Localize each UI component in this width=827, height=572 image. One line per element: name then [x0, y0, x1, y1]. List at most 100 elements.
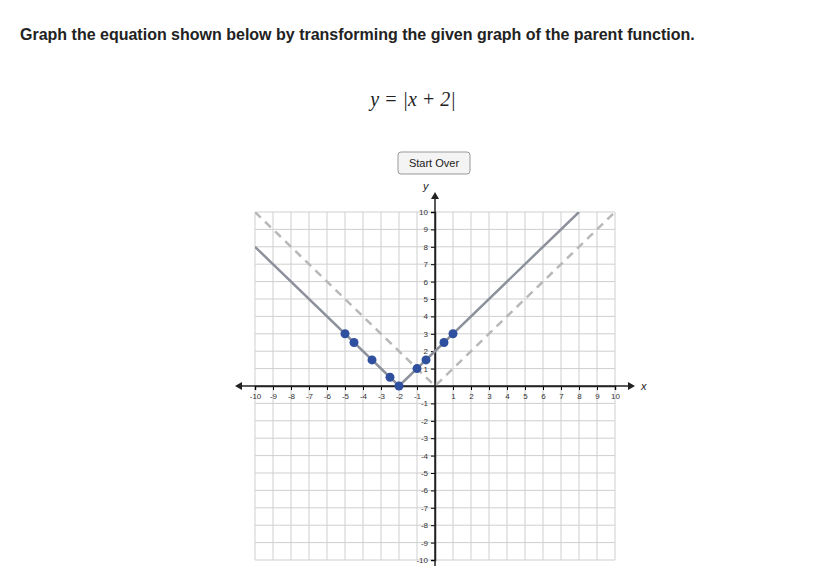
- x-tick: -9: [270, 386, 278, 401]
- x-tick-label: -2: [396, 392, 404, 401]
- y-tick-label: -3: [421, 434, 429, 443]
- y-tick-label: -8: [421, 521, 429, 530]
- x-tick-label: 2: [469, 392, 474, 401]
- title: Graph the equation shown below by transf…: [20, 26, 695, 43]
- y-tick-label: -9: [421, 539, 429, 548]
- y-tick-label: -1: [421, 399, 429, 408]
- y-tick-label: -10: [416, 556, 428, 565]
- x-tick-label: -7: [306, 392, 314, 401]
- x-tick: 2: [469, 386, 474, 401]
- x-tick-label: 9: [595, 392, 600, 401]
- graph-point[interactable]: [413, 364, 422, 373]
- axis-arrows: [235, 192, 635, 566]
- x-tick-label: 10: [611, 392, 620, 401]
- y-arrow: [431, 192, 439, 199]
- x-tick: 9: [595, 386, 600, 401]
- graph-point[interactable]: [422, 355, 431, 364]
- y-tick: -7: [421, 504, 435, 513]
- x-tick-label: -4: [360, 392, 368, 401]
- y-tick: 4: [424, 312, 435, 321]
- y-tick: -5: [421, 469, 435, 478]
- y-tick-label: -2: [421, 417, 429, 426]
- y-tick: -1: [421, 399, 435, 408]
- marks: [255, 212, 615, 391]
- y-tick: -4: [421, 452, 435, 461]
- x-tick: 1: [451, 386, 456, 401]
- x-tick-label: 7: [559, 392, 564, 401]
- y-tick: 8: [424, 243, 435, 252]
- y-tick-label: 4: [424, 312, 429, 321]
- y-axis-title: y: [422, 180, 430, 192]
- parent-graph: [255, 212, 615, 386]
- y-tick-label: 2: [424, 347, 429, 356]
- start-over-button[interactable]: Start Over: [398, 152, 470, 174]
- x-arrow: [235, 382, 242, 390]
- graph-point[interactable]: [386, 373, 395, 382]
- x-tick: -6: [324, 386, 332, 401]
- y-tick-label: -5: [421, 469, 429, 478]
- x-tick: -5: [342, 386, 350, 401]
- y-tick-label: 6: [424, 278, 429, 287]
- y-tick: -6: [421, 486, 435, 495]
- y-tick-label: -7: [421, 504, 429, 513]
- graph-point[interactable]: [350, 338, 359, 347]
- y-tick-label: -4: [421, 452, 429, 461]
- y-tick: -2: [421, 417, 435, 426]
- y-tick-label: 9: [424, 225, 429, 234]
- x-tick: -10: [250, 386, 262, 401]
- graph-point[interactable]: [440, 338, 449, 347]
- y-tick: 9: [424, 225, 435, 234]
- x-tick: -3: [378, 386, 386, 401]
- x-tick: -4: [360, 386, 368, 401]
- x-tick-label: -6: [324, 392, 332, 401]
- x-tick: -8: [288, 386, 296, 401]
- graph-point[interactable]: [368, 355, 377, 364]
- x-tick: -7: [306, 386, 314, 401]
- x-tick: 7: [559, 386, 564, 401]
- graph-point[interactable]: [395, 382, 404, 391]
- y-tick: 6: [424, 278, 435, 287]
- y-arrow-line: [434, 198, 436, 566]
- y-tick-label: 10: [419, 208, 428, 217]
- x-tick: 3: [487, 386, 492, 401]
- x-tick: 10: [611, 386, 620, 401]
- x-tick: 5: [523, 386, 528, 401]
- x-tick-label: -3: [378, 392, 386, 401]
- x-tick-label: -9: [270, 392, 278, 401]
- graph-point[interactable]: [341, 329, 350, 338]
- y-tick: 1: [424, 365, 435, 374]
- x-tick: 4: [505, 386, 510, 401]
- x-tick-label: -10: [250, 392, 262, 401]
- y-tick: 5: [424, 295, 435, 304]
- y-tick: 3: [424, 330, 435, 339]
- y-tick: -8: [421, 521, 435, 530]
- button-frame[interactable]: [398, 152, 470, 174]
- y-tick: -9: [421, 539, 435, 548]
- x-tick-label: -5: [342, 392, 350, 401]
- x-tick: 6: [541, 386, 546, 401]
- x-tick-label: 4: [505, 392, 510, 401]
- transformed-graph: [255, 212, 579, 386]
- x-tick-label: 1: [451, 392, 456, 401]
- graph-point[interactable]: [449, 329, 458, 338]
- x-tick-label: 6: [541, 392, 546, 401]
- x-tick-label: 5: [523, 392, 528, 401]
- x-axis-title: x: [640, 380, 647, 392]
- x-tick-label: 8: [577, 392, 582, 401]
- equation: y = |x + 2|: [368, 88, 456, 111]
- x-tick-label: 3: [487, 392, 492, 401]
- y-tick-label: -6: [421, 486, 429, 495]
- y-tick: 10: [419, 208, 435, 217]
- x-tick: 8: [577, 386, 582, 401]
- button-label[interactable]: Start Over: [409, 157, 459, 169]
- y-tick-label: 5: [424, 295, 429, 304]
- x-arrow: [628, 382, 635, 390]
- y-tick-label: 8: [424, 243, 429, 252]
- x-tick-label: -8: [288, 392, 296, 401]
- y-tick: -10: [416, 556, 435, 565]
- y-tick-label: 7: [424, 260, 429, 269]
- y-tick: 7: [424, 260, 435, 269]
- y-tick-label: 3: [424, 330, 429, 339]
- y-tick-label: 1: [424, 365, 429, 374]
- y-tick: -3: [421, 434, 435, 443]
